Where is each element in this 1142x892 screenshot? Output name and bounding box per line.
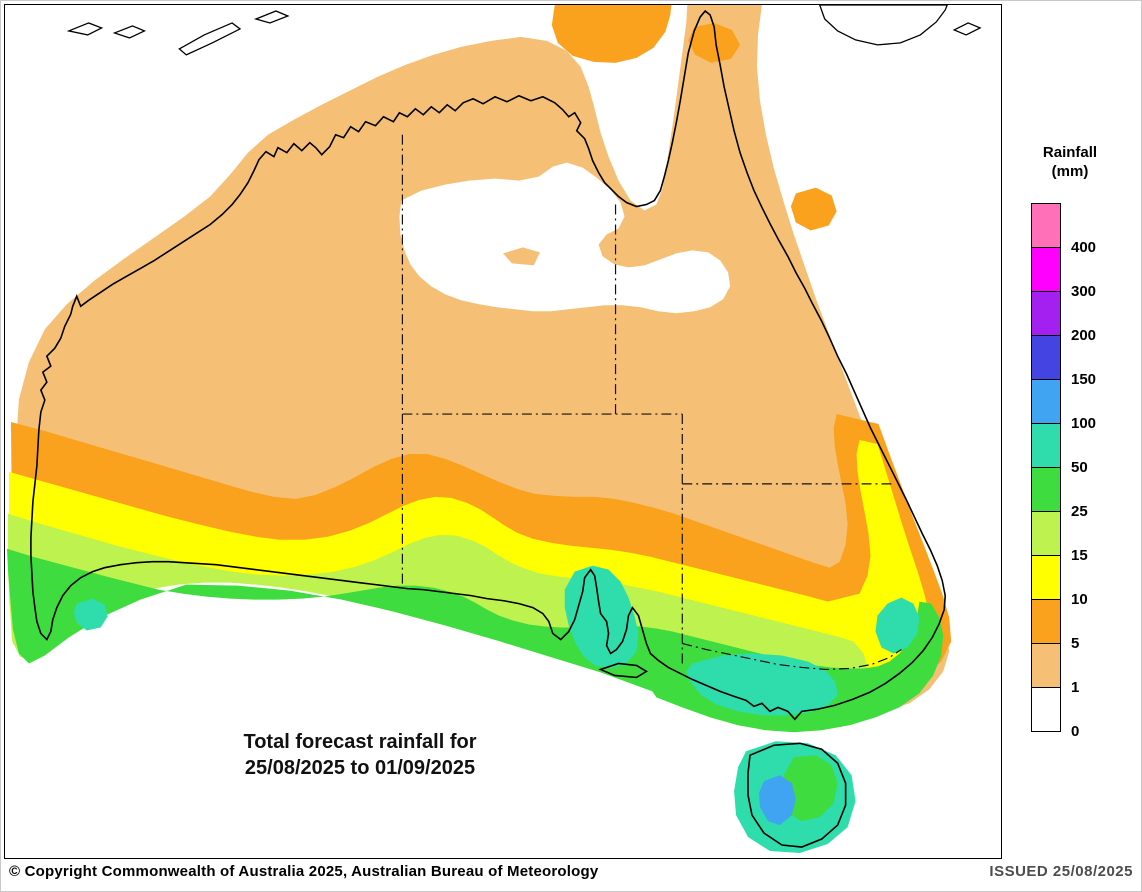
rain-band-5mm-qld-coast (790, 187, 837, 231)
offshore-islands (66, 5, 982, 56)
legend-label-100: 100 (1071, 415, 1097, 432)
rain-band-5mm-cape-york (551, 5, 672, 63)
rain-band-5mm-tip (688, 22, 741, 63)
legend-entry: 50 (1031, 423, 1109, 476)
legend-entry: 300 (1031, 247, 1109, 300)
legend-label-200: 200 (1071, 327, 1097, 344)
island-outline (253, 10, 290, 24)
rain-band-50mm-victoria (686, 653, 838, 716)
island-outline (952, 22, 982, 36)
legend-entry: 400 (1031, 203, 1109, 256)
legend-entry: 0 (1031, 687, 1109, 740)
legend-entry: 1 (1031, 643, 1109, 696)
copyright-text: © Copyright Commonwealth of Australia 20… (9, 863, 599, 880)
legend-label-1: 1 (1071, 679, 1080, 696)
footer-bar: © Copyright Commonwealth of Australia 20… (9, 863, 1133, 880)
mainland-coastline (30, 9, 947, 721)
map-caption: Total forecast rainfall for 25/08/2025 t… (155, 729, 565, 781)
legend-swatch-0 (1031, 687, 1061, 732)
island-outline (66, 22, 104, 36)
legend-swatch-200 (1031, 291, 1061, 336)
legend-entry: 5 (1031, 599, 1109, 652)
legend-swatch-10 (1031, 555, 1061, 600)
rain-band-0mm (399, 162, 731, 314)
rain-islet-1mm (503, 247, 540, 266)
island-outline (178, 22, 242, 56)
legend-label-300: 300 (1071, 283, 1097, 300)
rainfall-fields (6, 5, 952, 854)
rainfall-legend: Rainfall (mm) 400 300 200 150 100 (1031, 143, 1136, 740)
legend-label-25: 25 (1071, 503, 1088, 520)
legend-swatch-5 (1031, 599, 1061, 644)
island-outline-png (819, 5, 948, 46)
legend-swatch-50 (1031, 423, 1061, 468)
border-vic-nsw (682, 642, 902, 671)
legend-label-0: 0 (1071, 723, 1080, 740)
issued-date: ISSUED 25/08/2025 (989, 863, 1133, 880)
legend-label-10: 10 (1071, 591, 1088, 608)
legend-swatch-1 (1031, 643, 1061, 688)
legend-label-400: 400 (1071, 239, 1097, 256)
legend-entry: 15 (1031, 511, 1109, 564)
legend-swatch-400 (1031, 203, 1061, 248)
australia-rainfall-map (6, 5, 982, 854)
legend-swatch-100 (1031, 379, 1061, 424)
island-outline (112, 25, 147, 39)
legend-swatch-15 (1031, 511, 1061, 556)
legend-entry: 150 (1031, 335, 1109, 388)
legend-entry: 200 (1031, 291, 1109, 344)
legend-label-15: 15 (1071, 547, 1088, 564)
legend-title: Rainfall (1042, 144, 1098, 161)
state-borders (401, 134, 902, 671)
coastlines (30, 9, 947, 848)
legend-entry: 10 (1031, 555, 1109, 608)
rain-band-25mm-tasmania (781, 755, 838, 822)
rain-band-100mm-tasmania (758, 775, 796, 826)
legend-unit: (mm) (1051, 163, 1089, 180)
legend-header: Rainfall (mm) (1031, 143, 1109, 181)
legend-swatch-25 (1031, 467, 1061, 512)
legend-scale: 400 300 200 150 100 50 (1031, 203, 1136, 740)
map-panel: Total forecast rainfall for 25/08/2025 t… (4, 4, 1002, 859)
rain-band-50mm-nsw-coast (875, 597, 920, 654)
legend-entry: 100 (1031, 379, 1109, 432)
tasmania-coastline (747, 742, 847, 848)
kangaroo-island-coastline (598, 662, 648, 679)
map-caption-line2: 25/08/2025 to 01/09/2025 (244, 757, 476, 779)
legend-label-150: 150 (1071, 371, 1097, 388)
rain-band-50mm-sw-tip (73, 598, 108, 631)
legend-label-50: 50 (1071, 459, 1088, 476)
legend-swatch-150 (1031, 335, 1061, 380)
legend-label-5: 5 (1071, 635, 1080, 652)
legend-entry: 25 (1031, 467, 1109, 520)
map-caption-line1: Total forecast rainfall for (243, 731, 477, 753)
legend-swatch-300 (1031, 247, 1061, 292)
